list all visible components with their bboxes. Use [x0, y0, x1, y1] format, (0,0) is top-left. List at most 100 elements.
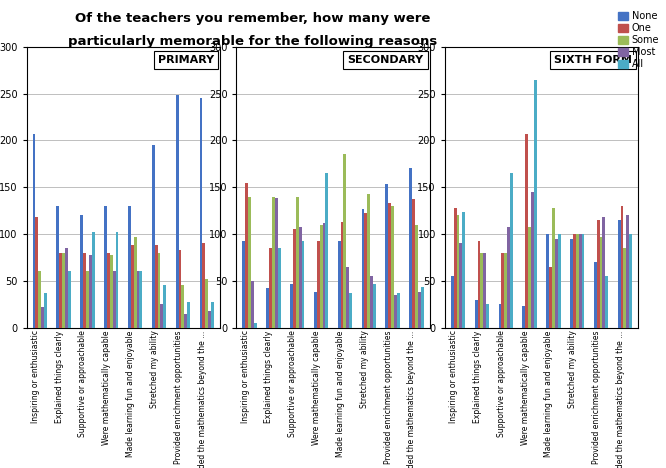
Bar	[104, 206, 107, 328]
Bar	[81, 215, 83, 328]
Bar	[626, 215, 629, 328]
Bar	[113, 271, 116, 328]
Bar	[275, 198, 278, 328]
Bar	[131, 245, 134, 328]
Bar	[346, 267, 349, 328]
Text: PRIMARY: PRIMARY	[158, 55, 214, 65]
Text: SIXTH FORM: SIXTH FORM	[554, 55, 632, 65]
Bar	[510, 173, 513, 328]
Bar	[200, 98, 202, 328]
Bar	[388, 203, 391, 328]
Bar	[412, 199, 415, 328]
Bar	[581, 234, 584, 328]
Bar	[478, 241, 480, 328]
Bar	[451, 276, 454, 328]
Bar	[460, 243, 462, 328]
Bar	[278, 248, 280, 328]
Bar	[579, 234, 581, 328]
Bar	[549, 267, 552, 328]
Bar	[397, 293, 400, 328]
Bar	[410, 168, 412, 328]
Bar	[594, 262, 597, 328]
Bar	[370, 276, 373, 328]
Bar	[570, 239, 573, 328]
Bar	[507, 227, 510, 328]
Bar	[57, 206, 59, 328]
Bar	[89, 255, 92, 328]
Bar	[211, 302, 214, 328]
Bar	[302, 241, 304, 328]
Bar	[457, 215, 460, 328]
Bar	[68, 271, 71, 328]
Bar	[480, 253, 484, 328]
Bar	[83, 253, 86, 328]
Bar	[128, 206, 131, 328]
Bar	[326, 173, 328, 328]
Text: Of the teachers you remember, how many were: Of the teachers you remember, how many w…	[75, 12, 431, 25]
Bar	[462, 212, 465, 328]
Bar	[248, 197, 251, 328]
Bar	[597, 220, 599, 328]
Bar	[272, 197, 275, 328]
Bar	[373, 284, 376, 328]
Bar	[254, 323, 256, 328]
Bar	[386, 184, 388, 328]
Bar	[176, 95, 178, 328]
Bar	[349, 293, 352, 328]
Bar	[555, 239, 557, 328]
Bar	[504, 253, 507, 328]
Bar	[499, 304, 501, 328]
Bar	[181, 285, 184, 328]
Bar	[368, 194, 370, 328]
Bar	[298, 227, 302, 328]
Bar	[293, 229, 296, 328]
Bar	[134, 237, 137, 328]
Bar	[187, 302, 190, 328]
Bar	[317, 241, 320, 328]
Bar	[394, 295, 397, 328]
Bar	[618, 220, 621, 328]
Bar	[629, 234, 632, 328]
Bar	[178, 250, 181, 328]
Bar	[391, 206, 394, 328]
Bar	[202, 243, 205, 328]
Bar	[531, 192, 534, 328]
Bar	[39, 271, 41, 328]
Bar	[33, 134, 35, 328]
Bar	[242, 241, 245, 328]
Bar	[320, 225, 322, 328]
Bar	[501, 253, 504, 328]
Bar	[314, 292, 317, 328]
Bar	[623, 248, 626, 328]
Bar	[290, 284, 293, 328]
Bar	[296, 197, 298, 328]
Bar	[534, 80, 537, 328]
Bar	[573, 234, 576, 328]
Bar	[475, 300, 478, 328]
Bar	[110, 255, 113, 328]
Bar	[269, 248, 272, 328]
Bar	[418, 292, 421, 328]
Bar	[528, 227, 531, 328]
Text: SECONDARY: SECONDARY	[348, 55, 424, 65]
Bar	[184, 314, 187, 328]
Bar	[454, 208, 457, 328]
Bar	[322, 223, 326, 328]
Bar	[552, 208, 555, 328]
Bar	[338, 241, 340, 328]
Bar	[421, 287, 424, 328]
Bar	[362, 209, 364, 328]
Bar	[245, 183, 248, 328]
Bar	[557, 234, 561, 328]
Legend: None, One, Some, Most, All: None, One, Some, Most, All	[616, 9, 661, 71]
Bar	[603, 217, 605, 328]
Bar	[344, 154, 346, 328]
Bar	[152, 145, 155, 328]
Bar	[208, 311, 211, 328]
Text: particularly memorable for the following reasons: particularly memorable for the following…	[69, 35, 438, 48]
Bar	[576, 234, 579, 328]
Bar	[116, 232, 119, 328]
Bar	[155, 245, 158, 328]
Bar	[546, 234, 549, 328]
Bar	[364, 213, 368, 328]
